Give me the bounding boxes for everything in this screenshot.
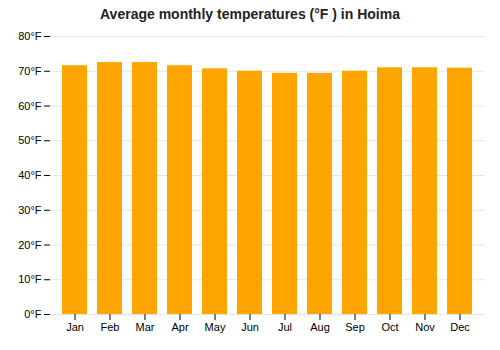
svg-text:60°F: 60°F bbox=[18, 100, 42, 112]
svg-text:80°F: 80°F bbox=[18, 30, 42, 42]
svg-text:30°F: 30°F bbox=[18, 204, 42, 216]
svg-text:10°F: 10°F bbox=[18, 273, 42, 285]
svg-text:May: May bbox=[205, 321, 226, 333]
svg-text:0°F: 0°F bbox=[24, 308, 42, 320]
svg-text:70°F: 70°F bbox=[18, 65, 42, 77]
svg-text:50°F: 50°F bbox=[18, 134, 42, 146]
svg-text:Jun: Jun bbox=[241, 321, 259, 333]
html-text:Average monthly temperatures (: Average monthly temperatures (°F ) in Ho… bbox=[100, 6, 400, 22]
svg-text:Jul: Jul bbox=[278, 321, 292, 333]
svg-text:Dec: Dec bbox=[450, 321, 470, 333]
svg-text:20°F: 20°F bbox=[18, 239, 42, 251]
svg-text:Nov: Nov bbox=[415, 321, 435, 333]
svg-text:Apr: Apr bbox=[171, 321, 188, 333]
svg-text:Mar: Mar bbox=[136, 321, 155, 333]
svg-text:40°F: 40°F bbox=[18, 169, 42, 181]
svg-text:Sep: Sep bbox=[345, 321, 365, 333]
svg-text:Feb: Feb bbox=[101, 321, 120, 333]
svg-text:Oct: Oct bbox=[381, 321, 398, 333]
svg-text:Aug: Aug bbox=[310, 321, 330, 333]
svg-text:Jan: Jan bbox=[66, 321, 84, 333]
